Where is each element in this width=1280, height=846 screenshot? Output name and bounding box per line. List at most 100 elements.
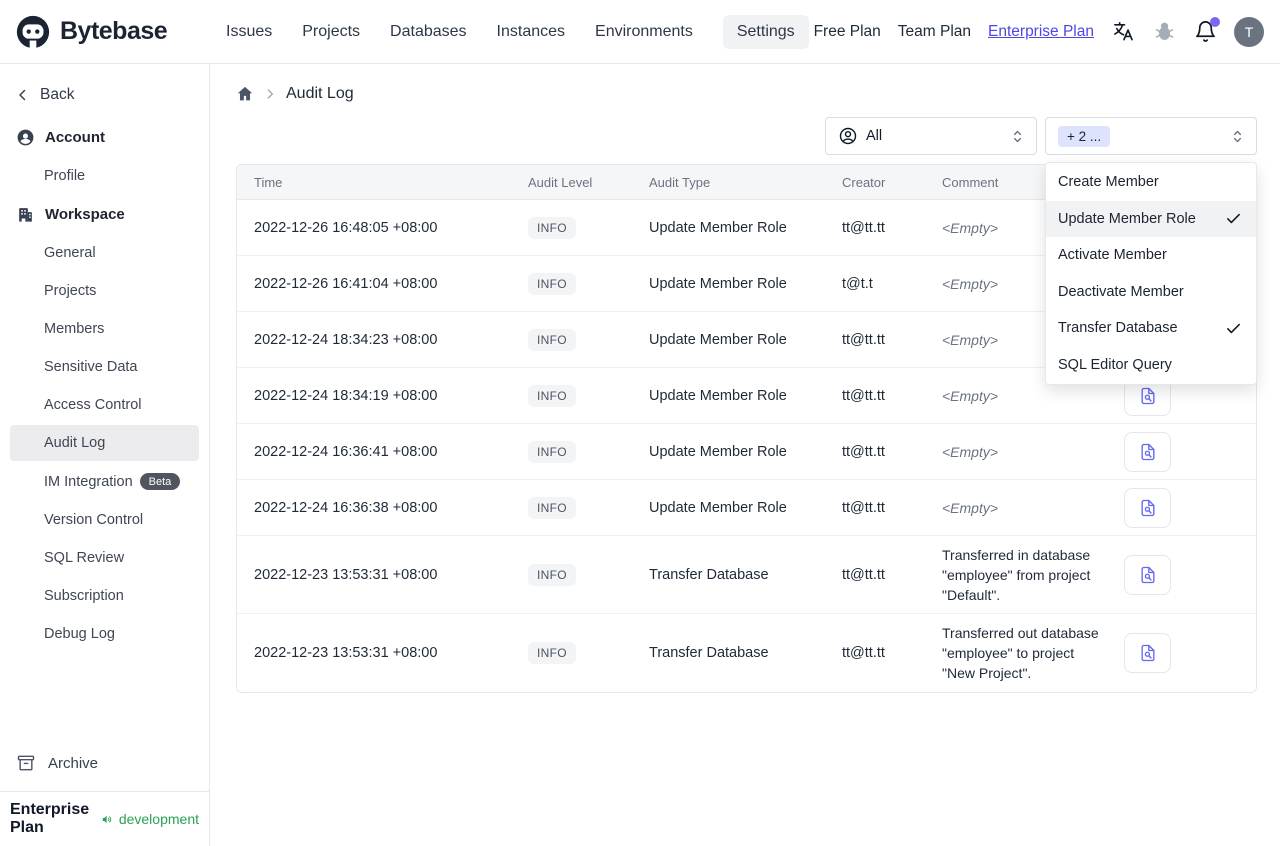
brand-name: Bytebase: [60, 17, 168, 45]
building-icon: [19, 208, 32, 222]
sidebar-item-debug-log[interactable]: Debug Log: [44, 626, 115, 642]
cell-level: INFO: [511, 563, 632, 586]
nav-issues[interactable]: Issues: [226, 22, 273, 40]
info-badge: INFO: [528, 272, 576, 295]
info-badge: INFO: [528, 642, 576, 664]
free-plan-label[interactable]: Free Plan: [813, 22, 881, 40]
cell-comment: <Empty>: [942, 219, 999, 236]
archive-button[interactable]: Archive: [0, 743, 209, 783]
nav-databases[interactable]: Databases: [390, 22, 467, 40]
cell-level: INFO: [511, 272, 632, 295]
cell-time: 2022-12-24 18:34:23 +08:00: [254, 331, 438, 348]
info-badge: INFO: [528, 328, 576, 351]
sidebar-item-projects[interactable]: Projects: [44, 283, 97, 299]
menu-item-create-member[interactable]: Create Member: [1058, 174, 1159, 191]
cell-type: Transfer Database: [649, 566, 769, 583]
back-button[interactable]: Back: [0, 78, 209, 118]
speaker-icon: [102, 815, 111, 823]
enterprise-plan-link[interactable]: Enterprise Plan: [988, 22, 1094, 40]
audit-type-filter-select[interactable]: + 2 ...: [1045, 117, 1257, 155]
cell-creator: tt@tt.tt: [842, 645, 885, 661]
chevron-up-down-icon: [1013, 130, 1022, 142]
cell-time: 2022-12-23 13:53:31 +08:00: [254, 566, 438, 583]
cell-time: 2022-12-26 16:48:05 +08:00: [254, 219, 438, 236]
back-label: Back: [40, 86, 75, 103]
notifications-bell-icon[interactable]: [1193, 16, 1220, 44]
menu-item-transfer-database[interactable]: Transfer Database: [1046, 310, 1256, 347]
creator-filter-value: All: [866, 128, 883, 144]
breadcrumb: Audit Log: [236, 85, 1280, 103]
cell-time: 2022-12-24 16:36:38 +08:00: [254, 499, 438, 516]
sidebar-item-general[interactable]: General: [44, 245, 96, 261]
notification-dot: [1210, 16, 1220, 27]
bug-icon[interactable]: [1152, 20, 1176, 44]
file-search-icon: [1141, 387, 1154, 404]
cell-creator: tt@tt.tt: [842, 499, 885, 516]
menu-item-update-member-role[interactable]: Update Member Role: [1046, 200, 1256, 237]
cell-creator: tt@tt.tt: [842, 219, 885, 236]
view-detail-button[interactable]: [1124, 487, 1171, 528]
cell-level: INFO: [511, 642, 632, 664]
beta-badge: Beta: [139, 473, 181, 490]
nav-settings[interactable]: Settings: [722, 14, 809, 49]
creator-filter-select[interactable]: All: [825, 117, 1037, 155]
cell-comment: Transferred in database "employee" from …: [942, 546, 1091, 603]
menu-item-deactivate-member[interactable]: Deactivate Member: [1058, 283, 1184, 300]
cell-type: Update Member Role: [649, 443, 787, 460]
view-detail-button[interactable]: [1124, 431, 1171, 472]
cell-type: Update Member Role: [649, 275, 787, 292]
cell-actions: [1107, 431, 1256, 472]
archive-label: Archive: [48, 754, 99, 772]
team-plan-label[interactable]: Team Plan: [897, 22, 972, 40]
cell-level: INFO: [511, 440, 632, 463]
sidebar-item-sql-review[interactable]: SQL Review: [44, 550, 125, 566]
chevron-right-icon: [267, 89, 274, 99]
translate-icon[interactable]: [1111, 20, 1135, 44]
sidebar-item-members[interactable]: Members: [44, 321, 105, 337]
sidebar-item-subscription[interactable]: Subscription: [44, 588, 124, 604]
check-icon: [1227, 214, 1240, 224]
section-account: Account: [0, 118, 209, 157]
nav-projects[interactable]: Projects: [302, 22, 361, 40]
cell-comment: <Empty>: [942, 443, 999, 460]
file-search-icon: [1141, 566, 1154, 583]
top-nav: Bytebase Issues Projects Databases Insta…: [0, 0, 1280, 64]
file-search-icon: [1141, 499, 1154, 516]
view-detail-button[interactable]: [1124, 633, 1171, 673]
cell-creator: tt@tt.tt: [842, 443, 885, 460]
chevron-up-down-icon: [1233, 130, 1242, 142]
sidebar-item-im-integration[interactable]: IM Integration Beta: [10, 463, 199, 500]
cell-type: Update Member Role: [649, 387, 787, 404]
cell-creator: t@t.t: [842, 275, 873, 292]
cell-level: INFO: [511, 328, 632, 351]
current-plan-label: Enterprise Plan: [10, 801, 90, 836]
cell-actions: [1107, 554, 1256, 595]
bytebase-logo[interactable]: Bytebase: [14, 13, 210, 51]
table-row: 2022-12-24 16:36:41 +08:00 INFO Update M…: [237, 424, 1256, 480]
menu-item-sql-editor-query[interactable]: SQL Editor Query: [1058, 356, 1172, 373]
col-comment: Comment: [942, 174, 999, 190]
info-badge: INFO: [528, 384, 576, 407]
home-icon[interactable]: [236, 85, 254, 103]
info-badge: INFO: [528, 216, 576, 239]
nav-instances[interactable]: Instances: [496, 22, 566, 40]
section-workspace: Workspace: [0, 195, 209, 234]
cell-type: Update Member Role: [649, 219, 787, 236]
cell-creator: tt@tt.tt: [842, 566, 885, 583]
cell-time: 2022-12-26 16:41:04 +08:00: [254, 275, 438, 292]
cell-comment: Transferred out database "employee" to p…: [942, 625, 1099, 681]
sidebar-item-profile[interactable]: Profile: [44, 168, 86, 184]
file-search-icon: [1141, 644, 1154, 662]
view-detail-button[interactable]: [1124, 554, 1171, 595]
cell-actions: [1107, 633, 1256, 673]
nav-environments[interactable]: Environments: [595, 22, 693, 40]
col-time: Time: [254, 174, 283, 190]
cell-comment: <Empty>: [942, 499, 999, 516]
menu-item-activate-member[interactable]: Activate Member: [1058, 247, 1167, 264]
sidebar-item-sensitive-data[interactable]: Sensitive Data: [44, 359, 138, 375]
sidebar-item-version-control[interactable]: Version Control: [44, 512, 144, 528]
sidebar-item-audit-log[interactable]: Audit Log: [10, 425, 199, 461]
avatar[interactable]: T: [1234, 16, 1264, 47]
sidebar-item-access-control[interactable]: Access Control: [44, 397, 142, 413]
cell-type: Update Member Role: [649, 331, 787, 348]
